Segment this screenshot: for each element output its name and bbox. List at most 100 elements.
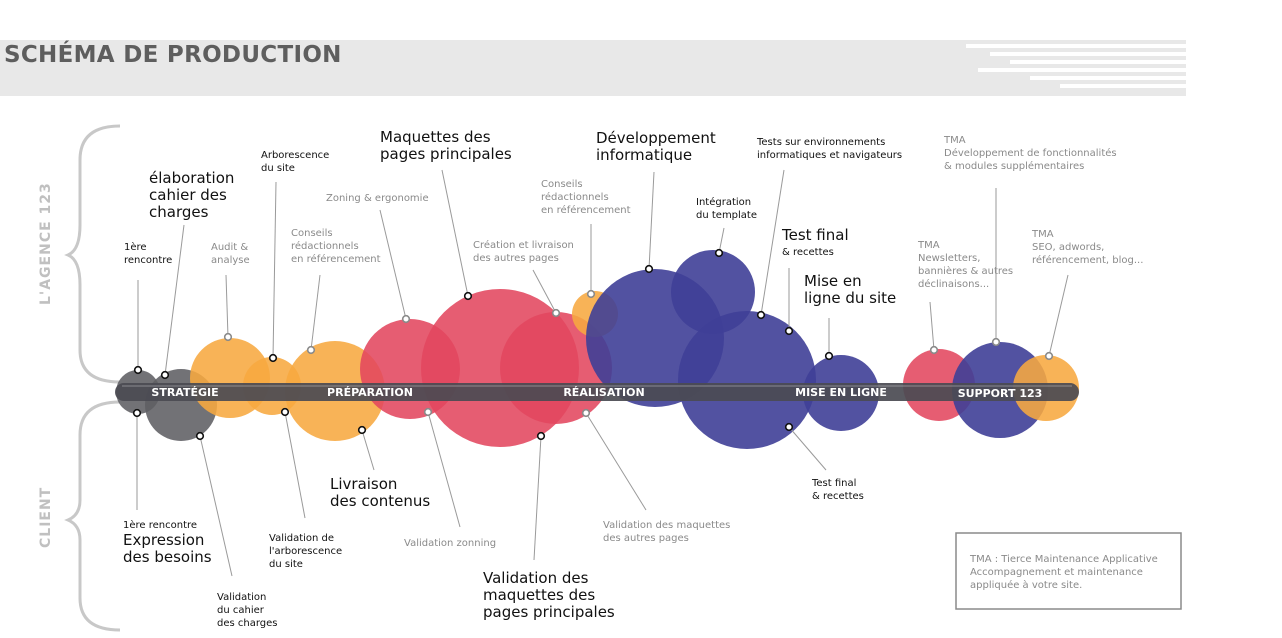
labels-layer: 1ère rencontre élaboration cahier des charge… xyxy=(123,128,1143,629)
top-label-5: Zoning & ergonomie xyxy=(326,193,429,204)
top-label-6-line-0: Maquettes des xyxy=(380,128,491,146)
bottom-anchor-dot-7 xyxy=(536,431,546,441)
top-leader-line-3 xyxy=(272,181,277,359)
bottom-label-2-line-2: des charges xyxy=(217,618,278,629)
bottom-label-3-line-1: l'arborescence xyxy=(269,546,342,557)
bottom-leader-line-3 xyxy=(284,411,306,519)
top-label-7-line-0: Création et livraison xyxy=(473,239,574,251)
top-label-12: Test final & recettes xyxy=(781,226,849,258)
bottom-label-5: Validation zonning xyxy=(404,538,496,549)
top-label-3-line-1: du site xyxy=(261,163,295,174)
legend-line-1: TMA : Tierce Maintenance Applicative xyxy=(969,554,1158,565)
phase-realisation: RÉALISATION xyxy=(563,386,644,399)
top-label-15: TMA Développement de fonctionnalités & mod… xyxy=(943,135,1117,172)
bottom-label-1-line-1: des besoins xyxy=(123,548,212,566)
top-label-15-line-1: Développement de fonctionnalités xyxy=(944,147,1117,159)
client-side-label: CLIENT xyxy=(38,487,54,548)
top-label-0-line-1: rencontre xyxy=(124,255,172,266)
bottom-label-8-line-0: Test final xyxy=(811,478,856,489)
bottom-label-6-line-1: des autres pages xyxy=(603,533,689,544)
page-title: SCHÉMA DE PRODUCTION xyxy=(4,42,342,68)
top-label-12-line-0: Test final xyxy=(781,226,849,244)
bottom-label-2: Validation du cahier des charges xyxy=(217,592,278,629)
top-label-1: élaboration cahier des charges xyxy=(149,169,234,221)
bottom-label-1-line-0: Expression xyxy=(123,531,204,549)
bottom-anchor-dot-3 xyxy=(280,407,290,417)
top-label-14: TMA Newsletters, bannières & autres déclina… xyxy=(917,240,1013,290)
top-label-11-line-0: Tests sur environnements xyxy=(756,137,885,148)
bottom-label-0-line-0: 1ère rencontre xyxy=(123,519,197,531)
bottom-label-5-line-0: Validation zonning xyxy=(404,538,496,549)
top-anchor-dot-14 xyxy=(929,345,939,355)
top-label-10-line-1: du template xyxy=(696,210,757,221)
top-anchor-dot-13 xyxy=(824,351,834,361)
top-label-2-line-0: Audit & xyxy=(211,242,248,253)
bottom-label-4: Livraison des contenus xyxy=(330,475,430,510)
top-label-12-sub: & recettes xyxy=(782,247,834,258)
top-label-7: Création et livraison des autres pages xyxy=(473,239,574,264)
bottom-label-0: 1ère rencontre xyxy=(123,519,197,531)
top-anchor-dot-10 xyxy=(714,248,724,258)
bubble-blue-11 xyxy=(678,311,816,449)
top-label-4-line-2: en référencement xyxy=(291,253,381,265)
bottom-label-3-line-0: Validation de xyxy=(269,533,334,544)
bottom-leader-line-7 xyxy=(533,435,542,561)
phase-mise-en-ligne: MISE EN LIGNE xyxy=(795,386,887,399)
top-anchor-dot-7 xyxy=(551,308,561,318)
top-leader-line-16 xyxy=(1048,274,1069,357)
top-label-15-line-0: TMA xyxy=(943,135,966,146)
bottom-anchor-dot-8 xyxy=(784,422,794,432)
top-anchor-dot-0 xyxy=(133,365,143,375)
bottom-label-8-line-1: & recettes xyxy=(812,491,864,502)
timeline-bar xyxy=(115,383,1079,401)
top-label-16-line-2: référencement, blog... xyxy=(1032,254,1143,266)
bottom-label-1: Expression des besoins xyxy=(123,531,212,566)
top-label-2: Audit & analyse xyxy=(211,242,250,266)
phase-strategie: STRATÉGIE xyxy=(151,386,218,399)
top-label-13-line-1: ligne du site xyxy=(804,289,896,307)
bottom-label-2-line-1: du cahier xyxy=(217,605,265,616)
top-anchor-dot-1 xyxy=(160,370,170,380)
top-anchor-dot-12 xyxy=(784,326,794,336)
top-label-8-line-0: Conseils xyxy=(541,179,583,190)
top-leader-line-4 xyxy=(310,274,321,351)
top-label-16-line-1: SEO, adwords, xyxy=(1032,242,1104,253)
top-label-3: Arborescence du site xyxy=(261,150,329,174)
top-anchor-dot-3 xyxy=(268,353,278,363)
top-label-0: 1ère rencontre xyxy=(124,241,172,266)
top-anchor-dot-16 xyxy=(1044,351,1054,361)
top-leader-line-14 xyxy=(929,301,935,351)
bottom-anchor-dot-6 xyxy=(581,408,591,418)
bottom-anchor-dot-0 xyxy=(132,408,142,418)
top-label-11-line-1: informatiques et navigateurs xyxy=(757,150,902,161)
top-label-9-line-0: Développement xyxy=(596,129,716,147)
bottom-label-7-line-2: pages principales xyxy=(483,603,615,621)
top-anchor-dot-9 xyxy=(644,264,654,274)
top-label-15-line-2: & modules supplémentaires xyxy=(944,160,1084,172)
top-anchor-dot-4 xyxy=(306,345,316,355)
top-label-14-line-3: déclinaisons... xyxy=(918,278,989,290)
bottom-label-6: Validation des maquettes des autres pages xyxy=(603,520,730,544)
bottom-label-8: Test final & recettes xyxy=(811,478,864,502)
top-label-1-line-2: charges xyxy=(149,203,209,221)
bottom-anchor-dot-2 xyxy=(195,431,205,441)
bottom-label-7: Validation des maquettes des pages princip… xyxy=(483,569,615,621)
top-label-14-line-2: bannières & autres xyxy=(918,265,1013,277)
top-label-9: Développement informatique xyxy=(596,129,716,164)
top-label-8: Conseils rédactionnels en référencement xyxy=(541,179,631,216)
top-leader-line-10 xyxy=(718,227,725,254)
top-label-3-line-0: Arborescence xyxy=(261,150,329,161)
bottom-label-7-line-0: Validation des xyxy=(483,569,589,587)
bottom-label-4-line-0: Livraison xyxy=(330,475,397,493)
bottom-leader-line-8 xyxy=(788,426,827,471)
phase-preparation: PRÉPARATION xyxy=(327,386,413,399)
top-label-9-line-1: informatique xyxy=(596,146,692,164)
bottom-leader-line-5 xyxy=(427,411,461,528)
bottom-label-4-line-1: des contenus xyxy=(330,492,430,510)
top-label-6: Maquettes des pages principales xyxy=(380,128,512,163)
legend-box xyxy=(955,532,1182,610)
top-anchor-dot-15 xyxy=(991,337,1001,347)
bottom-leader-line-4 xyxy=(361,429,375,471)
top-anchor-dot-2 xyxy=(223,332,233,342)
